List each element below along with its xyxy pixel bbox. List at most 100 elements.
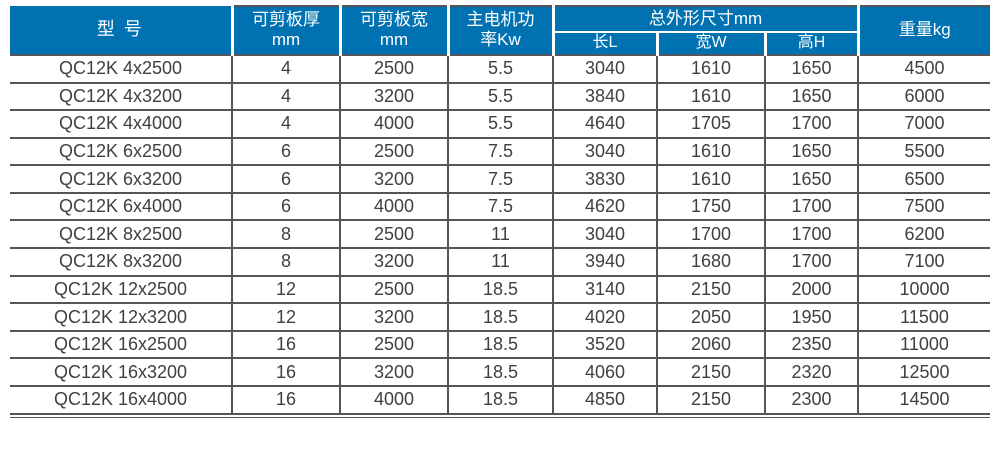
column-header-model: 型 号 [10, 6, 232, 56]
cell-weight: 4500 [857, 54, 991, 84]
cell-power: 7.5 [447, 192, 553, 222]
cell-width: 1700 [656, 220, 765, 250]
cell-thickness: 16 [231, 386, 340, 415]
cell-plate-width: 4000 [339, 110, 448, 139]
header-row-sub: 长L 宽W 高H [10, 31, 990, 56]
column-header-width: 宽W [655, 31, 765, 56]
cell-plate-width: 2500 [339, 330, 448, 360]
cell-thickness: 12 [231, 303, 340, 332]
cell-plate-width: 2500 [339, 275, 448, 305]
cell-height: 1950 [763, 303, 859, 332]
column-header-power-line2: 率Kw [480, 30, 521, 50]
cell-plate-width: 3200 [339, 248, 448, 277]
cell-height: 2300 [763, 386, 859, 415]
column-header-dimensions-group: 总外形尺寸mm [551, 4, 859, 33]
cell-width: 1610 [656, 137, 765, 167]
cell-width: 2050 [656, 303, 765, 332]
cell-model: QC12K 4x3200 [10, 82, 232, 112]
cell-length: 4620 [552, 192, 657, 222]
column-header-weight: 重量kg [856, 5, 991, 56]
table-row: QC12K 6x3200 6 3200 7.5 3830 1610 1650 6500 [10, 165, 991, 194]
cell-power: 18.5 [447, 275, 553, 305]
table-row: QC12K 4x2500 4 2500 5.5 3040 1610 1650 4500 [10, 54, 991, 84]
cell-weight: 11500 [857, 303, 991, 332]
cell-weight: 5500 [857, 137, 991, 167]
cell-power: 18.5 [447, 330, 553, 360]
cell-weight: 6200 [857, 220, 991, 250]
column-header-plate-width-line2: mm [379, 30, 409, 50]
cell-height: 1650 [763, 82, 859, 112]
cell-width: 2060 [656, 330, 765, 360]
cell-power: 7.5 [447, 137, 553, 167]
table-row: QC12K 6x4000 6 4000 7.5 4620 1750 1700 7500 [10, 192, 991, 222]
cell-power: 11 [447, 220, 553, 250]
cell-height: 1700 [763, 248, 859, 277]
cell-height: 1700 [763, 110, 859, 139]
cell-plate-width: 2500 [339, 137, 448, 167]
cell-power: 18.5 [447, 386, 553, 415]
cell-model: QC12K 8x3200 [10, 248, 232, 277]
cell-power: 5.5 [447, 110, 553, 139]
cell-power: 5.5 [447, 54, 553, 84]
cell-plate-width: 2500 [339, 54, 448, 84]
cell-weight: 7000 [857, 110, 991, 139]
table-row: QC12K 12x3200 12 3200 18.5 4020 2050 1950 11500 [10, 303, 991, 332]
table-row: QC12K 16x2500 16 2500 18.5 3520 2060 2350 11000 [10, 330, 991, 360]
cell-length: 3830 [552, 165, 657, 194]
cell-height: 2000 [763, 275, 859, 305]
cell-weight: 11000 [857, 330, 991, 360]
cell-plate-width: 4000 [339, 386, 448, 415]
column-header-power-line1: 主电机功 [466, 10, 535, 30]
cell-model: QC12K 4x2500 [10, 54, 232, 84]
column-header-thickness: 可剪板厚 mm [230, 5, 340, 56]
table-row: QC12K 12x2500 12 2500 18.5 3140 2150 2000 10000 [10, 275, 991, 305]
column-header-plate-width: 可剪板宽 mm [338, 5, 448, 56]
cell-length: 3520 [552, 330, 657, 360]
cell-plate-width: 3200 [339, 358, 448, 388]
cell-height: 1650 [763, 165, 859, 194]
cell-model: QC12K 12x3200 [10, 303, 232, 332]
cell-weight: 6500 [857, 165, 991, 194]
cell-thickness: 8 [231, 248, 340, 277]
column-header-thickness-line1: 可剪板厚 [252, 10, 320, 30]
table-row: QC12K 4x4000 4 4000 5.5 4640 1705 1700 7000 [10, 110, 991, 139]
cell-height: 1700 [763, 192, 859, 222]
cell-thickness: 4 [231, 82, 340, 112]
table-body: QC12K 4x2500 4 2500 5.5 3040 1610 1650 4500 QC12… [10, 54, 991, 415]
cell-model: QC12K 4x4000 [10, 110, 232, 139]
column-header-length: 长L [551, 31, 657, 56]
cell-power: 5.5 [447, 82, 553, 112]
cell-weight: 12500 [857, 358, 991, 388]
column-header-power: 主电机功 率Kw [446, 5, 553, 56]
cell-weight: 14500 [857, 386, 991, 415]
cell-thickness: 6 [231, 192, 340, 222]
cell-height: 2350 [763, 330, 859, 360]
cell-thickness: 6 [231, 137, 340, 167]
cell-thickness: 6 [231, 165, 340, 194]
cell-model: QC12K 16x2500 [10, 330, 232, 360]
cell-length: 4060 [552, 358, 657, 388]
cell-weight: 6000 [857, 82, 991, 112]
cell-length: 3140 [552, 275, 657, 305]
cell-width: 1750 [656, 192, 765, 222]
cell-width: 2150 [656, 386, 765, 415]
cell-length: 4850 [552, 386, 657, 415]
cell-power: 18.5 [447, 358, 553, 388]
cell-length: 3840 [552, 82, 657, 112]
cell-model: QC12K 16x3200 [10, 358, 232, 388]
cell-width: 1610 [656, 165, 765, 194]
cell-model: QC12K 16x4000 [10, 386, 232, 415]
table-header: 型 号 可剪板厚 mm 可剪板宽 mm 主电机功 率Kw 总外形尺寸mm 重量k… [10, 4, 991, 56]
cell-model: QC12K 6x4000 [10, 192, 232, 222]
header-row-main: 型 号 可剪板厚 mm 可剪板宽 mm 主电机功 率Kw 总外形尺寸mm 重量k… [10, 4, 991, 56]
cell-length: 3040 [552, 220, 657, 250]
cell-width: 1705 [656, 110, 765, 139]
column-header-thickness-line2: mm [271, 30, 301, 50]
table-row: QC12K 16x4000 16 4000 18.5 4850 2150 2300 14500 [10, 386, 991, 415]
cell-thickness: 4 [231, 110, 340, 139]
cell-thickness: 4 [231, 54, 340, 84]
cell-model: QC12K 6x3200 [10, 165, 232, 194]
cell-width: 1610 [656, 54, 765, 84]
cell-height: 1650 [763, 137, 859, 167]
table-row: QC12K 4x3200 4 3200 5.5 3840 1610 1650 6000 [10, 82, 991, 112]
